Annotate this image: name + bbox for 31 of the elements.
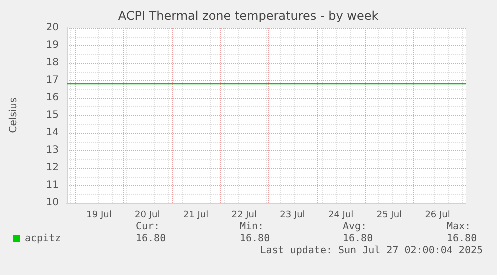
y-tick-label: 18	[46, 58, 59, 68]
y-tick-label: 20	[46, 22, 59, 34]
x-tick-label: 21 Jul	[183, 210, 209, 220]
text: 16.80	[343, 234, 374, 244]
text: 16.80	[240, 234, 270, 244]
y-tick-label: 15	[46, 110, 59, 121]
x-tick-label: 26 Jul	[425, 210, 450, 220]
y-tick-label: 14	[46, 128, 59, 138]
x-tick-label: 23 Jul	[280, 210, 306, 220]
y-tick-label: 10	[46, 198, 59, 208]
y-tick-label: 13	[46, 145, 59, 156]
x-tick-label: 22 Jul	[232, 210, 257, 220]
text: Max:	[447, 222, 472, 232]
x-tick-label: 25 Jul	[376, 210, 402, 220]
legend-label: acpitz	[25, 234, 62, 244]
x-tick-label: 24 Jul	[328, 210, 354, 220]
text: 16.80	[136, 234, 166, 244]
x-tick-label: 19 Jul	[86, 210, 112, 220]
y-tick-label: 16	[46, 92, 59, 104]
text: Last update: Sun Jul 27 02:00:04 2025	[260, 246, 484, 256]
text: 16.80	[447, 234, 478, 244]
y-tick-label: 19	[46, 40, 59, 51]
y-axis-title: Celsius	[8, 98, 20, 134]
y-tick-label: 11	[46, 180, 59, 191]
y-tick-label: 17	[46, 75, 59, 86]
text: Min:	[240, 222, 264, 232]
text: Cur:	[136, 222, 160, 232]
x-tick-label: 20 Jul	[135, 210, 160, 220]
y-tick-label: 12	[46, 162, 59, 174]
text: Avg:	[343, 222, 368, 232]
chart-title: ACPI Thermal zone temperatures - by week	[118, 9, 379, 23]
